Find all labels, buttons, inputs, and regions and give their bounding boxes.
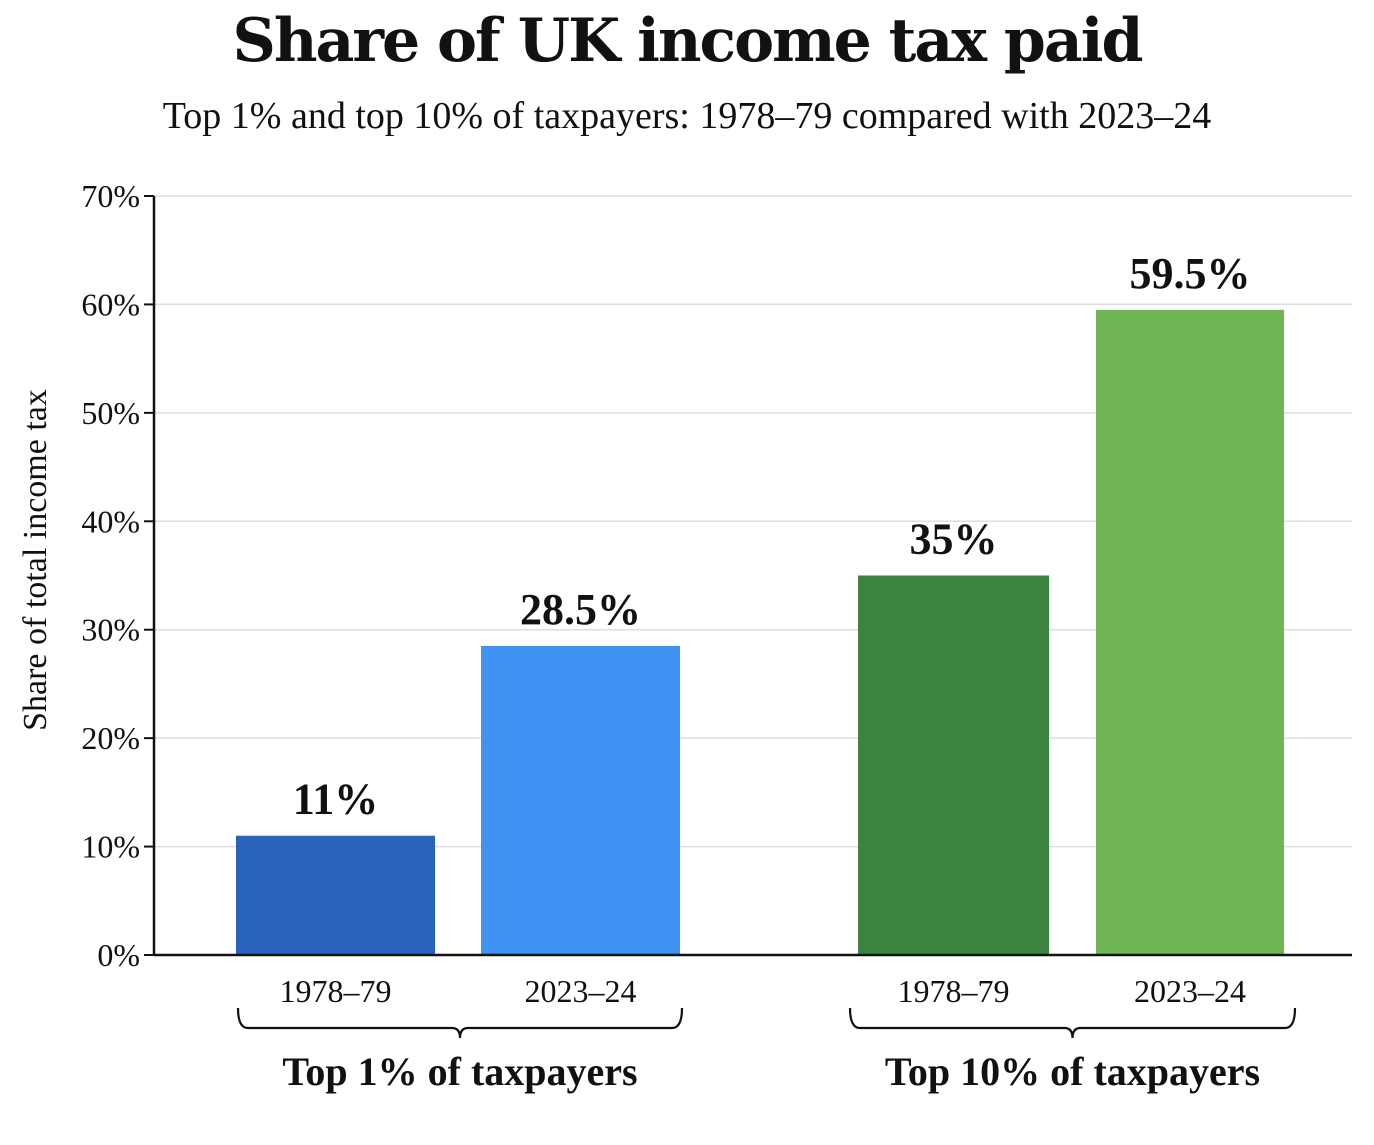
bar xyxy=(236,835,435,955)
group-bracket xyxy=(236,1007,684,1039)
bar-data-label: 35% xyxy=(910,515,998,564)
chart-title: Share of UK income tax paid xyxy=(232,6,1144,76)
x-category-label: 2023–24 xyxy=(525,973,637,1009)
bars: 11% 28.5% 35% 59.5% xyxy=(236,249,1284,956)
x-category-label: 2023–24 xyxy=(1134,973,1246,1009)
y-axis: 0% 10% 20% 30% 40% 50% 60% 70% xyxy=(81,178,156,973)
bar-data-label: 11% xyxy=(293,775,379,824)
x-category-label: 1978–79 xyxy=(898,973,1010,1009)
bar-data-label: 59.5% xyxy=(1130,249,1251,298)
y-tick-label: 0% xyxy=(97,937,140,973)
group-bracket xyxy=(848,1007,1297,1039)
y-tick-label: 30% xyxy=(81,612,140,648)
y-tick-label: 70% xyxy=(81,178,140,214)
y-tick-label: 10% xyxy=(81,829,140,865)
y-tick-label: 40% xyxy=(81,503,140,539)
chart-subtitle: Top 1% and top 10% of taxpayers: 1978–79… xyxy=(162,95,1212,137)
group-label: Top 1% of taxpayers xyxy=(282,1049,637,1094)
bar xyxy=(1096,309,1284,956)
y-tick-label: 20% xyxy=(81,720,140,756)
x-axis: 1978–79 2023–24 Top 1% of taxpayers 1978–79… xyxy=(154,953,1352,1094)
x-category-label: 1978–79 xyxy=(280,973,392,1009)
bar-data-label: 28.5% xyxy=(520,585,641,634)
bar xyxy=(858,575,1049,955)
y-axis-label: Share of total income tax xyxy=(17,389,54,731)
group-label: Top 10% of taxpayers xyxy=(885,1049,1260,1094)
bar xyxy=(481,645,680,955)
y-tick-label: 60% xyxy=(81,286,140,322)
y-tick-label: 50% xyxy=(81,395,140,431)
